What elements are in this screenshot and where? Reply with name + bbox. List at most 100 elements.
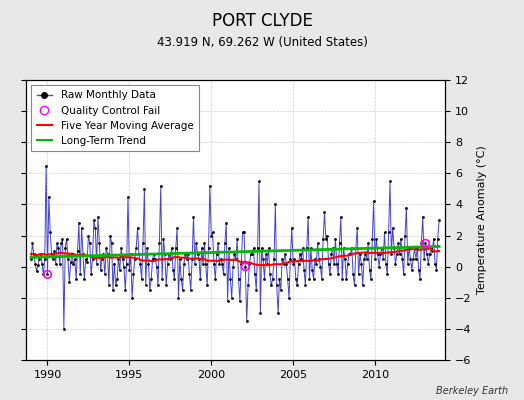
Point <box>297 256 305 262</box>
Point <box>27 256 35 262</box>
Point <box>125 266 134 273</box>
Point <box>431 260 439 267</box>
Point <box>403 260 412 267</box>
Point <box>433 236 442 242</box>
Point <box>371 256 379 262</box>
Point <box>315 256 323 262</box>
Point <box>308 266 316 273</box>
Point <box>225 245 233 251</box>
Point <box>365 266 374 273</box>
Point <box>408 266 416 273</box>
Point <box>169 266 177 273</box>
Point <box>367 276 375 282</box>
Point <box>243 318 251 324</box>
Point <box>223 298 232 304</box>
Point <box>222 220 231 226</box>
Point <box>193 251 202 258</box>
Point <box>37 251 45 258</box>
Point <box>213 251 221 258</box>
Point <box>71 256 79 262</box>
Point <box>300 266 308 273</box>
Point <box>82 256 90 262</box>
Point <box>62 236 71 242</box>
Point <box>139 240 147 246</box>
Point <box>249 245 258 251</box>
Point <box>110 260 118 267</box>
Point <box>412 256 420 262</box>
Point <box>185 271 193 278</box>
Point <box>121 287 129 293</box>
Point <box>58 236 67 242</box>
Point <box>257 245 266 251</box>
Point <box>191 260 199 267</box>
Point <box>423 251 431 258</box>
Point <box>378 245 386 251</box>
Point <box>401 232 409 239</box>
Point <box>230 251 238 258</box>
Point <box>327 251 335 258</box>
Point <box>146 287 154 293</box>
Point <box>178 287 187 293</box>
Point <box>154 282 162 288</box>
Point <box>209 229 217 236</box>
Point <box>214 240 222 246</box>
Point <box>192 240 200 246</box>
Point <box>152 264 161 270</box>
Point <box>266 271 274 278</box>
Point <box>313 240 322 246</box>
Point <box>245 260 254 267</box>
Point <box>155 240 163 246</box>
Point <box>40 256 49 262</box>
Point <box>83 259 91 265</box>
Point <box>129 271 138 278</box>
Point <box>335 240 344 246</box>
Point <box>177 276 185 282</box>
Point <box>43 271 52 278</box>
Point <box>94 214 102 220</box>
Legend: Raw Monthly Data, Quality Control Fail, Five Year Moving Average, Long-Term Tren: Raw Monthly Data, Quality Control Fail, … <box>31 85 199 151</box>
Point <box>419 214 427 220</box>
Point <box>140 186 149 192</box>
Point <box>128 294 136 301</box>
Point <box>331 236 340 242</box>
Point <box>391 260 400 267</box>
Point <box>195 256 203 262</box>
Point <box>181 251 190 258</box>
Point <box>199 260 207 267</box>
Point <box>293 282 301 288</box>
Point <box>388 224 397 231</box>
Point <box>147 276 156 282</box>
Point <box>133 224 141 231</box>
Point <box>105 282 113 288</box>
Point <box>279 260 288 267</box>
Point <box>420 256 428 262</box>
Point <box>90 217 98 223</box>
Point <box>65 279 73 286</box>
Point <box>233 236 242 242</box>
Point <box>92 260 101 267</box>
Point <box>150 251 158 258</box>
Point <box>275 276 283 282</box>
Point <box>136 260 145 267</box>
Point <box>119 264 128 270</box>
Point <box>166 256 174 262</box>
Point <box>124 194 132 200</box>
Point <box>352 245 360 251</box>
Point <box>252 287 260 293</box>
Point <box>256 310 265 316</box>
Point <box>112 282 120 288</box>
Point <box>322 236 330 242</box>
Point <box>114 256 123 262</box>
Point <box>226 276 235 282</box>
Point <box>144 260 152 267</box>
Point <box>241 264 249 270</box>
Point <box>91 224 100 231</box>
Point <box>96 266 105 273</box>
Point <box>196 276 204 282</box>
Point <box>397 236 405 242</box>
Point <box>414 266 423 273</box>
Point <box>292 276 300 282</box>
Point <box>383 271 391 278</box>
Point <box>216 256 225 262</box>
Point <box>304 214 312 220</box>
